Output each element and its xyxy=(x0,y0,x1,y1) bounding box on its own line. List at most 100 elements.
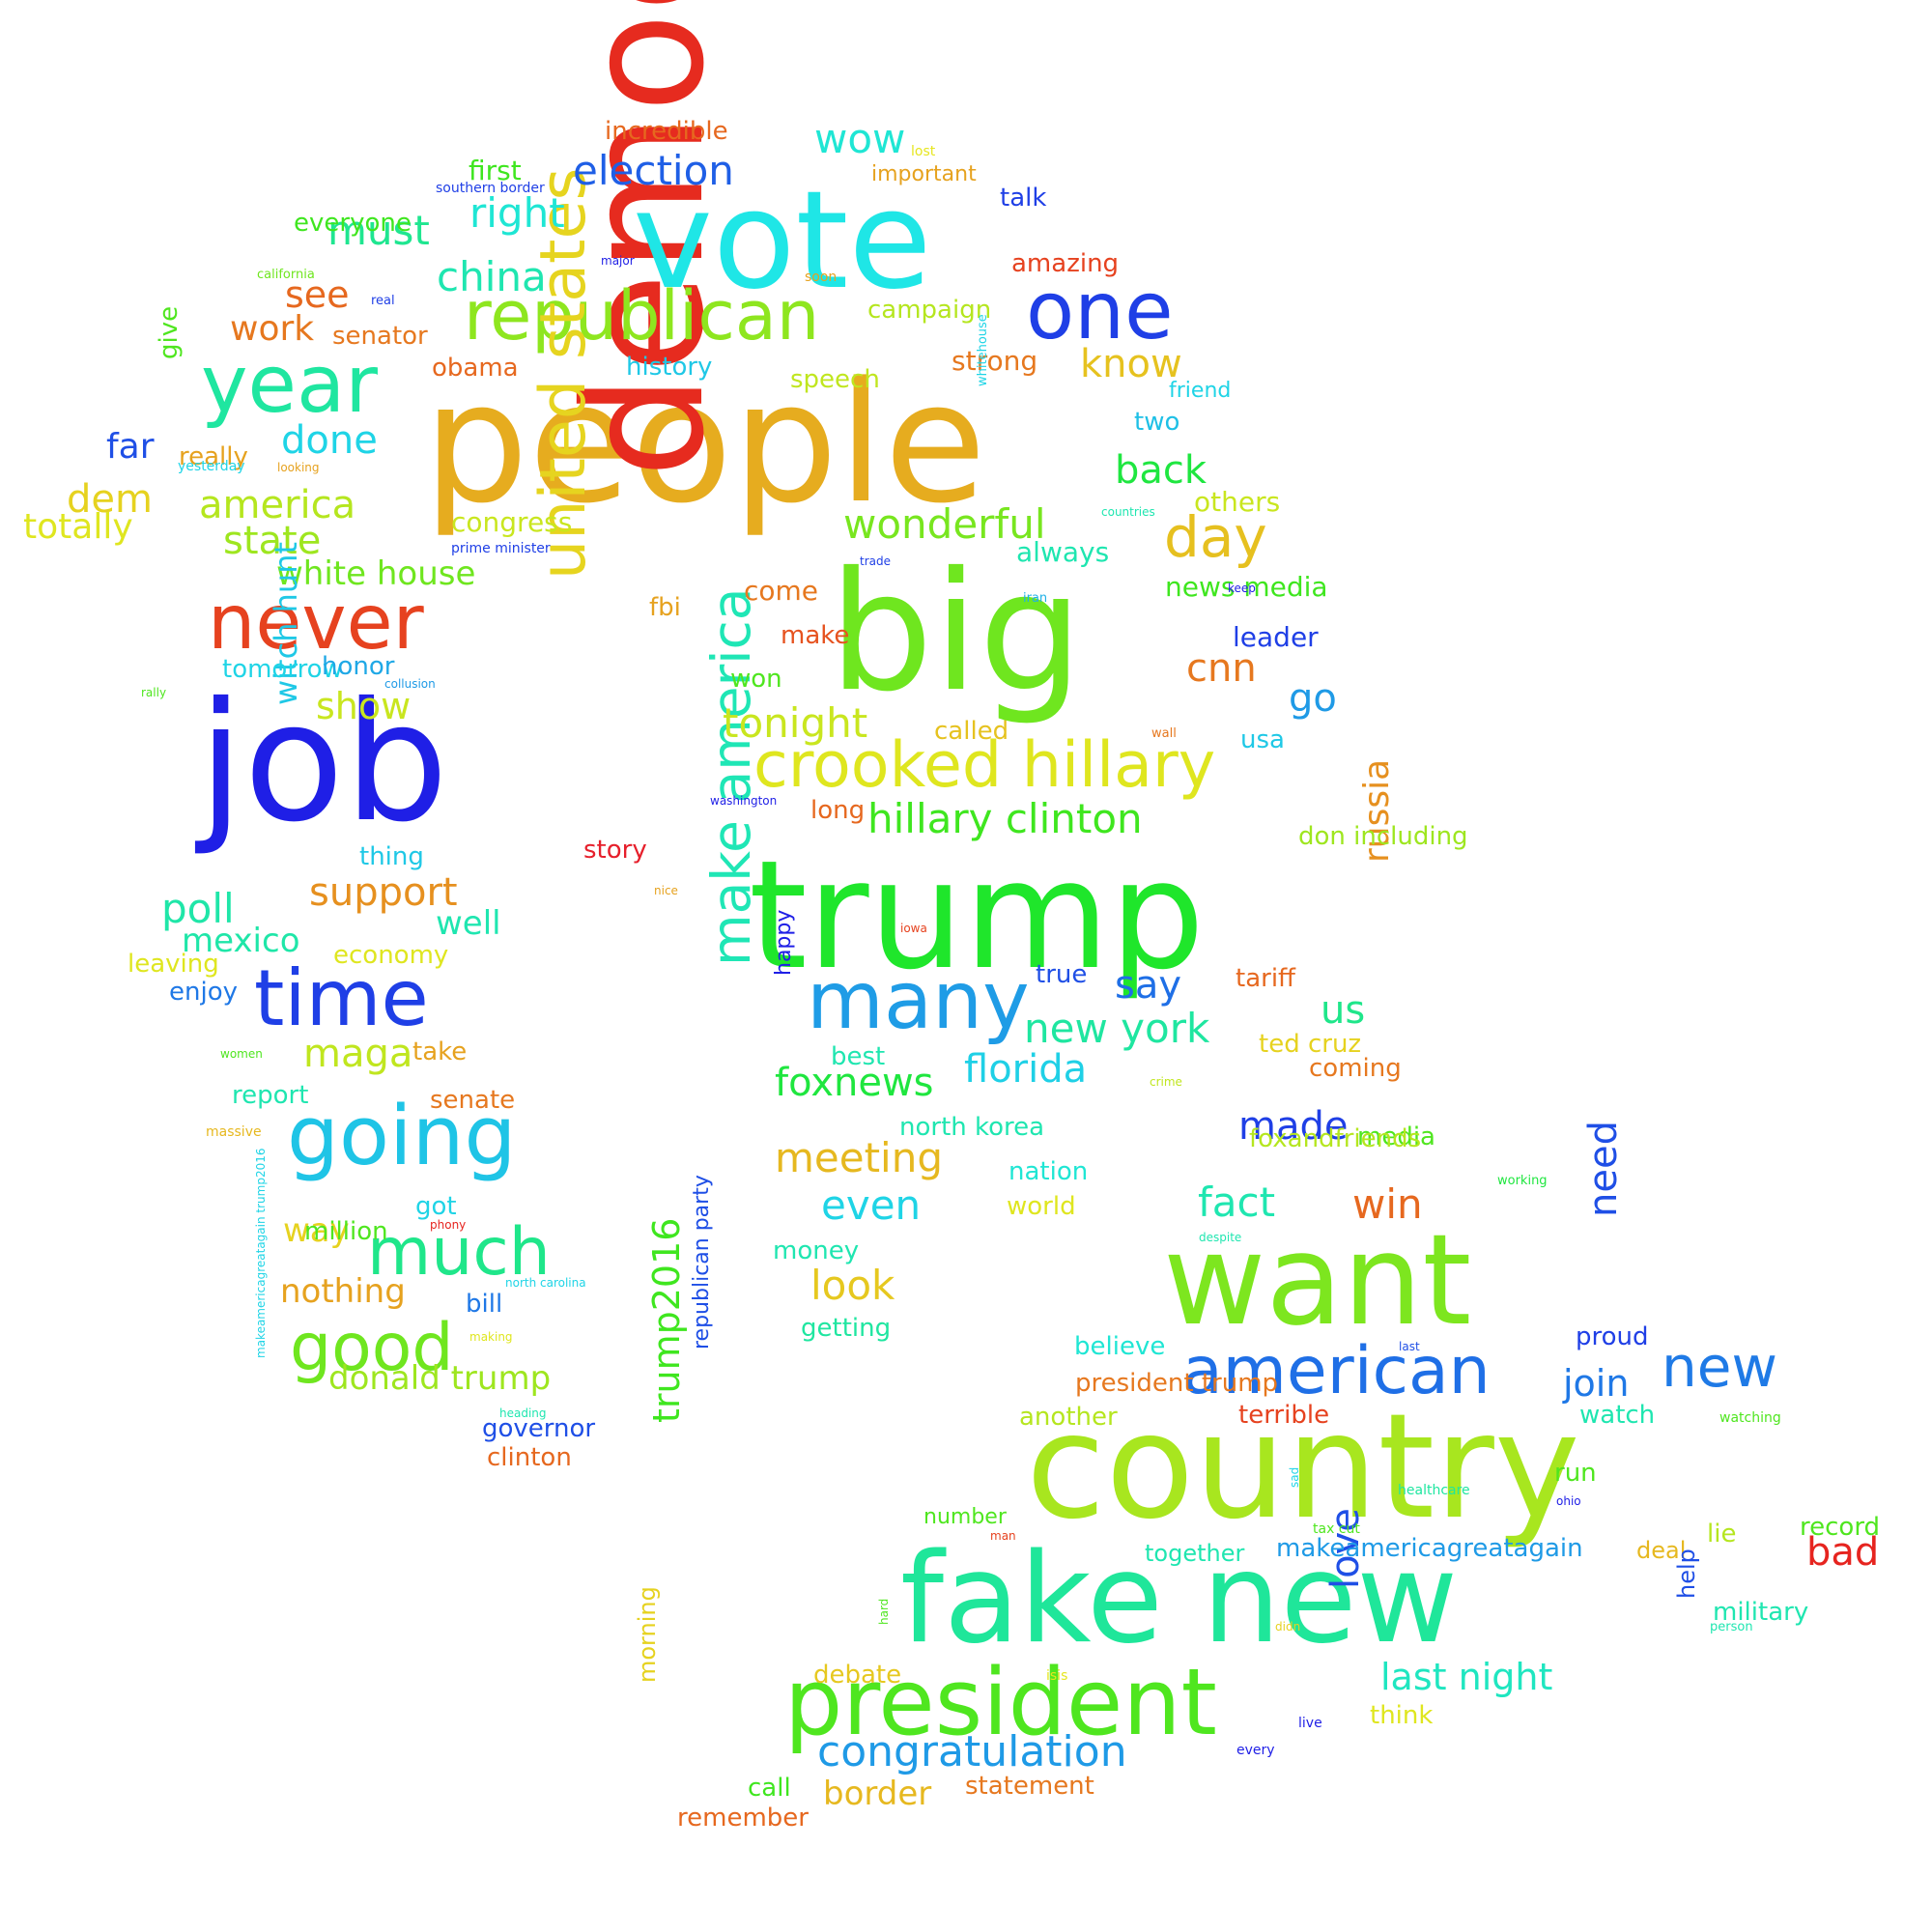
cloud-word: win xyxy=(1352,1180,1423,1228)
cloud-word: last xyxy=(1399,1340,1420,1353)
cloud-word: year xyxy=(201,339,378,431)
cloud-word: dem xyxy=(67,477,153,522)
cloud-word: strong xyxy=(952,345,1038,377)
cloud-word: leader xyxy=(1233,621,1319,653)
cloud-word: phony xyxy=(430,1218,467,1232)
cloud-word: everyone xyxy=(294,209,412,238)
cloud-word: tomorrow xyxy=(222,655,343,684)
cloud-word: story xyxy=(583,836,647,865)
cloud-word: prime minister xyxy=(451,541,551,556)
cloud-word: whitehouse xyxy=(976,314,990,386)
cloud-word: need xyxy=(1581,1121,1626,1217)
cloud-word: north carolina xyxy=(505,1276,586,1290)
cloud-word: real xyxy=(371,294,395,308)
cloud-word: way xyxy=(283,1211,350,1250)
cloud-word: crime xyxy=(1150,1075,1182,1089)
cloud-word: congress xyxy=(451,506,573,538)
cloud-word: rally xyxy=(141,686,167,699)
cloud-word: totally xyxy=(23,507,133,547)
cloud-word: major xyxy=(601,254,635,268)
cloud-word: maga xyxy=(303,1032,413,1076)
cloud-word: thing xyxy=(359,842,424,871)
cloud-word: show xyxy=(316,685,412,727)
cloud-word: always xyxy=(1016,536,1110,568)
cloud-word: history xyxy=(626,353,713,382)
cloud-word: america xyxy=(199,483,356,527)
cloud-word: statement xyxy=(965,1772,1094,1801)
cloud-word: never xyxy=(208,580,424,667)
cloud-word: clinton xyxy=(487,1443,572,1472)
cloud-word: usa xyxy=(1240,725,1285,754)
cloud-word: much xyxy=(367,1214,551,1291)
cloud-word: senate xyxy=(430,1086,516,1115)
cloud-word: big xyxy=(829,537,1084,728)
cloud-word: another xyxy=(1019,1403,1118,1432)
cloud-word: support xyxy=(309,870,458,915)
cloud-word: world xyxy=(1007,1192,1076,1221)
cloud-word: speech xyxy=(790,365,880,394)
cloud-word: us xyxy=(1321,988,1366,1033)
cloud-word: done xyxy=(281,418,378,463)
cloud-word: tonight xyxy=(723,699,868,747)
cloud-word: lost xyxy=(911,144,936,159)
cloud-word: make xyxy=(781,621,850,650)
cloud-word: campaign xyxy=(867,296,992,325)
cloud-word: amazing xyxy=(1011,249,1120,278)
cloud-word: yesterday xyxy=(178,459,245,474)
cloud-word: money xyxy=(773,1236,860,1265)
cloud-word: incredible xyxy=(605,117,728,146)
cloud-word: make america xyxy=(700,587,762,966)
cloud-word: watching xyxy=(1719,1410,1781,1426)
cloud-word: hard xyxy=(877,1598,891,1625)
cloud-word: cnn xyxy=(1186,646,1257,691)
cloud-word: tax cut xyxy=(1313,1521,1360,1537)
cloud-word: got xyxy=(415,1192,457,1221)
cloud-word: work xyxy=(230,309,315,349)
cloud-word: help xyxy=(1673,1548,1700,1599)
cloud-word: give xyxy=(155,305,184,359)
cloud-word: look xyxy=(810,1262,895,1309)
cloud-word: day xyxy=(1164,504,1267,570)
cloud-word: trade xyxy=(860,554,891,568)
cloud-word: makeamericagreatagain xyxy=(1276,1534,1583,1563)
cloud-word: isis xyxy=(1046,1668,1068,1684)
cloud-word: congratulation xyxy=(817,1727,1127,1776)
cloud-word: man xyxy=(990,1529,1016,1543)
cloud-word: first xyxy=(469,155,522,186)
cloud-word: number xyxy=(923,1505,1007,1529)
cloud-word: deal xyxy=(1636,1537,1687,1564)
cloud-word: remember xyxy=(677,1804,809,1833)
cloud-word: southern border xyxy=(436,181,545,196)
cloud-word: proud xyxy=(1576,1322,1649,1351)
cloud-word: lie xyxy=(1707,1520,1737,1548)
cloud-word: senator xyxy=(332,322,428,351)
cloud-word: talk xyxy=(1000,184,1047,213)
cloud-word: two xyxy=(1134,408,1180,437)
cloud-word: new york xyxy=(1024,1005,1210,1052)
cloud-word: foxandfriends xyxy=(1249,1124,1422,1153)
cloud-word: see xyxy=(285,273,350,316)
cloud-word: media xyxy=(1357,1122,1435,1151)
cloud-word: long xyxy=(810,796,866,825)
cloud-word: enjoy xyxy=(169,978,238,1007)
cloud-word: people xyxy=(423,346,987,540)
cloud-word: vote xyxy=(633,162,932,320)
cloud-word: countries xyxy=(1101,505,1155,519)
cloud-word: bad xyxy=(1806,1530,1880,1575)
cloud-word: iowa xyxy=(900,922,927,935)
cloud-word: governor xyxy=(482,1414,596,1443)
cloud-word: debate xyxy=(813,1661,902,1690)
cloud-word: report xyxy=(232,1081,309,1110)
cloud-word: mexico xyxy=(182,922,300,960)
cloud-word: healthcare xyxy=(1398,1483,1470,1498)
cloud-word: ohio xyxy=(1556,1494,1581,1508)
cloud-word: china xyxy=(437,253,547,300)
cloud-word: far xyxy=(106,427,155,467)
cloud-word: new xyxy=(1662,1334,1777,1400)
cloud-word: makeamericagreatagain trump2016 xyxy=(254,1148,268,1359)
cloud-word: friend xyxy=(1169,379,1232,403)
cloud-word: state xyxy=(223,519,322,563)
cloud-word: working xyxy=(1497,1174,1548,1188)
cloud-word: iran xyxy=(1023,591,1048,606)
cloud-word: military xyxy=(1713,1598,1809,1627)
